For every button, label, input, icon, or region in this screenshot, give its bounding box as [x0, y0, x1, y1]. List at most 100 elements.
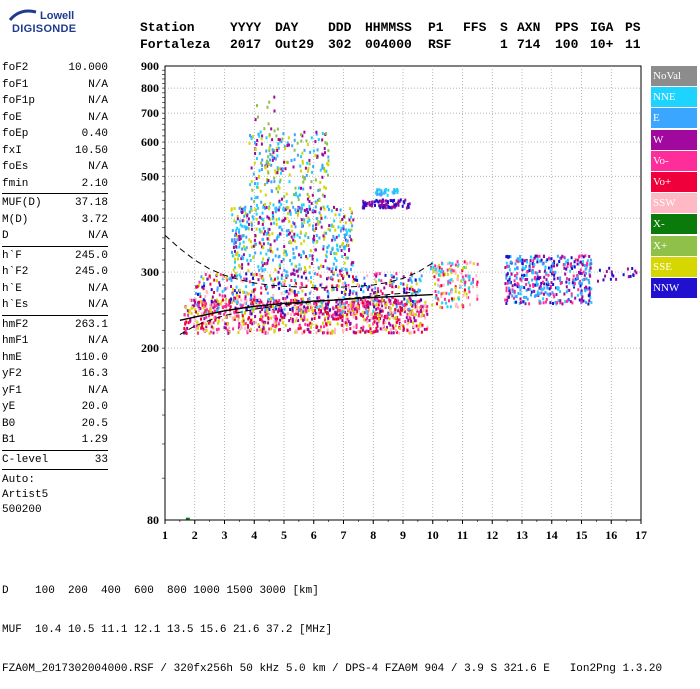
echo-point: [297, 198, 300, 202]
echo-point: [256, 195, 259, 199]
echo-point: [506, 298, 509, 302]
echo-point: [293, 313, 296, 316]
echo-point: [303, 312, 306, 316]
echo-point: [375, 307, 378, 311]
echo-point: [563, 266, 566, 270]
echo-point: [265, 252, 268, 256]
echo-point: [273, 180, 276, 184]
echo-point: [527, 287, 530, 291]
echo-point: [277, 270, 280, 274]
echo-point: [271, 296, 274, 300]
echo-point: [183, 313, 186, 317]
echo-point: [393, 316, 396, 320]
echo-point: [370, 293, 373, 297]
echo-point: [363, 282, 366, 286]
echo-point: [321, 312, 324, 316]
echo-point: [244, 322, 247, 326]
echo-point: [302, 187, 305, 191]
echo-point: [241, 310, 243, 314]
echo-point: [311, 309, 314, 313]
echo-point: [269, 202, 272, 205]
echo-point: [272, 283, 275, 287]
echo-point: [635, 271, 638, 275]
echo-point: [296, 269, 299, 273]
echo-point: [401, 308, 403, 312]
echo-point: [263, 284, 266, 288]
echo-point: [326, 311, 329, 315]
echo-point: [343, 290, 346, 293]
echo-point: [574, 258, 577, 262]
echo-point: [239, 290, 241, 294]
echo-point: [310, 262, 313, 265]
echo-point: [584, 264, 586, 267]
echo-point: [241, 266, 244, 270]
echo-point: [283, 209, 286, 212]
param-row: yF1 N/A: [2, 383, 108, 400]
echo-point: [308, 330, 311, 334]
echo-point: [324, 186, 327, 190]
echo-point: [280, 277, 283, 281]
echo-point: [345, 239, 348, 243]
echo-point: [345, 233, 348, 236]
echo-point: [235, 291, 238, 295]
header-value-iga: 10+: [590, 37, 614, 52]
echo-point: [263, 262, 266, 266]
echo-point: [306, 161, 309, 165]
echo-point: [461, 269, 464, 272]
echo-point: [331, 288, 334, 292]
echo-point: [519, 259, 522, 263]
echo-point: [408, 202, 411, 206]
echo-point: [243, 247, 246, 251]
echo-point: [452, 269, 455, 273]
echo-point: [329, 321, 332, 325]
echo-point: [193, 322, 196, 326]
echo-point: [261, 315, 264, 319]
echo-point: [349, 327, 352, 331]
echo-point: [327, 149, 330, 153]
param-row: h`Es N/A: [2, 297, 108, 314]
echo-point: [584, 288, 587, 292]
echo-point: [292, 221, 295, 225]
echo-point: [285, 206, 288, 210]
echo-point: [335, 252, 338, 255]
echo-point: [382, 206, 385, 210]
echo-point: [283, 279, 286, 283]
echo-point: [203, 284, 206, 288]
echo-point: [545, 271, 548, 275]
echo-point: [521, 258, 524, 262]
echo-point: [311, 317, 313, 321]
echo-point: [302, 330, 305, 334]
echo-point: [199, 295, 202, 298]
echo-point: [314, 210, 317, 214]
echo-point: [451, 279, 454, 283]
echo-point: [316, 296, 319, 300]
echo-point: [251, 301, 254, 305]
echo-point: [232, 292, 234, 296]
echo-point: [281, 317, 284, 321]
echo-point: [240, 211, 243, 214]
echo-point: [258, 169, 261, 173]
echo-point: [234, 249, 236, 253]
echo-point: [389, 323, 392, 327]
echo-point: [538, 301, 541, 305]
echo-point: [266, 159, 268, 163]
echo-point: [440, 284, 443, 288]
echo-point: [349, 229, 352, 233]
echo-point: [327, 276, 330, 280]
echo-point: [368, 318, 371, 322]
echo-point: [277, 234, 280, 238]
echo-point: [300, 242, 303, 246]
echo-point: [250, 180, 253, 184]
echo-point: [299, 312, 302, 316]
echo-point: [240, 324, 243, 328]
echo-point: [230, 208, 233, 212]
echo-point: [268, 205, 271, 209]
echo-point: [312, 240, 315, 244]
echo-point: [272, 203, 275, 207]
echo-point: [260, 300, 263, 304]
echo-point: [382, 299, 385, 303]
echo-point: [572, 278, 575, 282]
echo-point: [317, 222, 320, 226]
echo-point: [280, 291, 283, 295]
echo-point: [217, 300, 220, 304]
